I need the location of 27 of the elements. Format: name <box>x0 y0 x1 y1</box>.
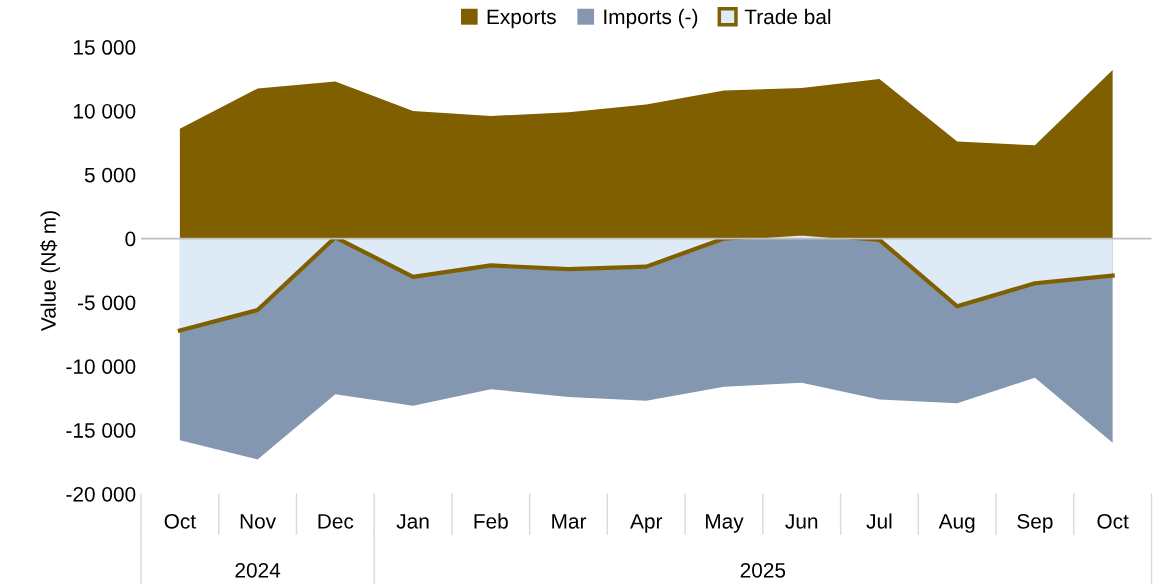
y-tick-label: 5 000 <box>84 167 136 183</box>
x-tick-label: Jul <box>866 513 892 529</box>
y-tick-label: -5 000 <box>78 295 136 311</box>
y-tick-label: 0 <box>125 231 136 247</box>
x-tick-label: Oct <box>1097 513 1129 529</box>
y-tick-label: -15 000 <box>66 423 136 438</box>
x-tick-label: Dec <box>318 514 354 529</box>
x-tick-label: Feb <box>474 513 508 529</box>
x-tick-label: Oct <box>164 513 196 529</box>
x-tick-label: Mar <box>552 514 587 529</box>
y-tick-label: 10 000 <box>74 103 136 119</box>
text: 2024 <box>235 562 281 578</box>
x-tick-label: Aug <box>938 514 975 533</box>
y-tick-label: -10 000 <box>66 359 136 374</box>
legend-label: Imports (-) <box>604 8 698 29</box>
x-tick-label: Apr <box>630 514 663 533</box>
x-tick-label: Nov <box>240 514 277 529</box>
x-tick-label: Sep <box>1017 513 1053 533</box>
text: 2025 <box>740 562 786 578</box>
x-tick-label: Jan <box>396 514 429 529</box>
y-tick-label: -20 000 <box>66 486 136 502</box>
x-tick-label: Jun <box>785 514 818 529</box>
y-axis-title: Value (N$ m) <box>40 211 60 331</box>
legend-label: Exports <box>487 9 556 29</box>
y-tick-label: 15 000 <box>74 40 136 55</box>
x-tick-label: May <box>706 514 744 533</box>
legend-label: Trade bal <box>744 8 831 25</box>
